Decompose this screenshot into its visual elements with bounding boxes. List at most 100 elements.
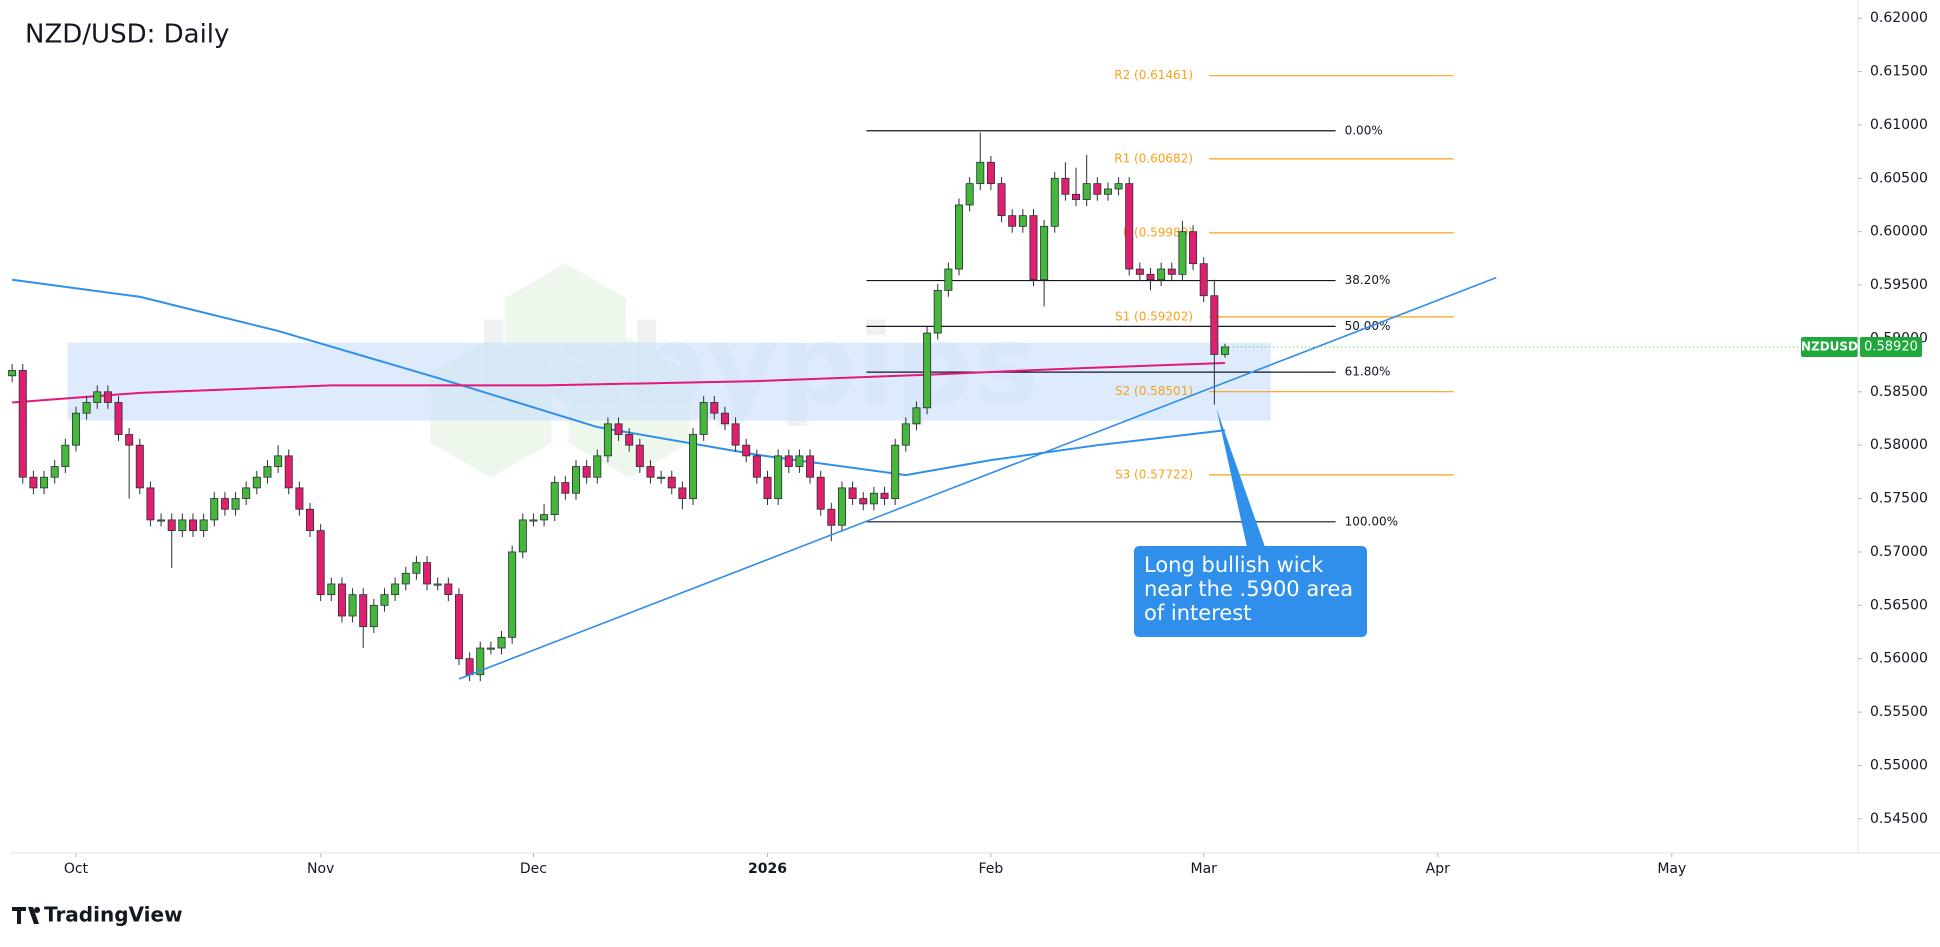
pivot-label: R2 (0.61461)	[1114, 68, 1193, 82]
candle-body	[1178, 231, 1187, 275]
candle-body	[1125, 183, 1134, 270]
candle-body	[550, 482, 559, 515]
y-tick-label: 0.55000	[1870, 757, 1928, 773]
candle-body	[242, 487, 251, 499]
candle-body	[667, 476, 676, 489]
candle-body	[50, 466, 59, 478]
candle-body	[412, 562, 421, 574]
candle-body	[497, 636, 506, 649]
moving-average	[12, 361, 1226, 404]
candle-body	[689, 434, 698, 499]
candle-body	[454, 594, 463, 660]
plot-layer: 0.54500 0.55000 0.55500 0.56000 0.56500 0.570…	[8, 10, 1928, 877]
candle-body	[433, 583, 442, 586]
candle-body	[1167, 268, 1176, 275]
candle-body	[178, 519, 187, 531]
candle-body	[923, 332, 932, 409]
candle-body	[316, 530, 325, 596]
candle-body	[710, 402, 719, 414]
candle-body	[816, 476, 825, 510]
candle-body	[1146, 273, 1155, 281]
candle-body	[295, 487, 304, 510]
brand-name: TradingView	[44, 903, 183, 927]
candle-body	[646, 466, 655, 478]
candle-body	[1103, 188, 1112, 195]
zone	[67, 342, 1271, 421]
candle-body	[157, 519, 166, 522]
x-tick-label: Dec	[520, 861, 547, 877]
candle-body	[167, 519, 176, 531]
symbol-tag	[1801, 336, 1858, 357]
fib-label: 61.80%	[1345, 365, 1391, 379]
candle-body	[997, 183, 1006, 217]
candle-body	[444, 583, 453, 596]
y-tick-label: 0.59500	[1870, 277, 1928, 293]
candle-body	[603, 423, 612, 457]
candle-body	[657, 476, 666, 479]
candle-body	[1061, 177, 1070, 195]
candle-body	[806, 455, 815, 478]
x-tick-label: May	[1657, 861, 1686, 877]
candle-body	[135, 444, 144, 489]
annotation-text: Long bullish wick	[1144, 553, 1324, 577]
candle-body	[976, 161, 985, 185]
candle-body	[635, 444, 644, 467]
candle-body	[18, 370, 27, 478]
candle-body	[1220, 346, 1229, 355]
candle-body	[827, 508, 836, 526]
candle-body	[593, 455, 602, 478]
candle-body	[8, 370, 17, 377]
candle-body	[327, 583, 336, 596]
candle-body	[699, 402, 708, 435]
candle-body	[252, 476, 261, 489]
candle-body	[125, 434, 134, 446]
candle-body	[1114, 183, 1123, 190]
candle-body	[571, 466, 580, 494]
candle-body	[891, 444, 900, 499]
annotation-text: near the .5900 area	[1144, 577, 1353, 601]
annotation-pointer	[1216, 408, 1265, 547]
candle-body	[220, 498, 229, 510]
candle-body	[274, 455, 283, 467]
candle-body	[518, 519, 527, 553]
candle-body	[380, 594, 389, 606]
pivot-label: P (0.59989)	[1123, 225, 1193, 239]
pivot-label: S1 (0.59202)	[1115, 309, 1193, 323]
candle-body	[1093, 183, 1102, 195]
candle-body	[40, 476, 49, 489]
background-layer: babypips	[67, 263, 1271, 478]
fib-label: 38.20%	[1345, 273, 1391, 287]
price-tag	[1860, 336, 1922, 357]
symbol-label: NZDUSD	[1801, 339, 1858, 353]
candle-body	[29, 476, 38, 489]
annotation-box	[1134, 546, 1367, 637]
candle-body	[1018, 215, 1027, 227]
candle-body	[337, 583, 346, 617]
x-tick-label: Feb	[979, 861, 1004, 877]
candle-body	[784, 455, 793, 467]
candle-body	[582, 466, 591, 478]
candle-body	[1008, 215, 1017, 227]
x-tick-label: Mar	[1190, 861, 1217, 877]
candle-body	[188, 519, 197, 531]
candle-body	[199, 519, 208, 531]
candle-body	[284, 455, 293, 489]
y-tick-label: 0.56000	[1870, 651, 1928, 667]
candle-body	[93, 391, 102, 403]
y-tick-label: 0.57500	[1870, 491, 1928, 507]
y-tick-label: 0.58500	[1870, 384, 1928, 400]
pivot-label: S2 (0.58501)	[1115, 384, 1193, 398]
candle-body	[529, 519, 538, 522]
y-tick-label: 0.60500	[1870, 170, 1928, 186]
candle-body	[540, 514, 549, 521]
candle-body	[720, 412, 729, 425]
candle-body	[231, 498, 240, 510]
candle-body	[1082, 183, 1091, 201]
candle-body	[944, 268, 953, 291]
candle-body	[508, 551, 517, 638]
candle-body	[837, 487, 846, 526]
candle-body	[1189, 231, 1198, 265]
candle-body	[561, 482, 570, 494]
candle-body	[1199, 263, 1208, 297]
